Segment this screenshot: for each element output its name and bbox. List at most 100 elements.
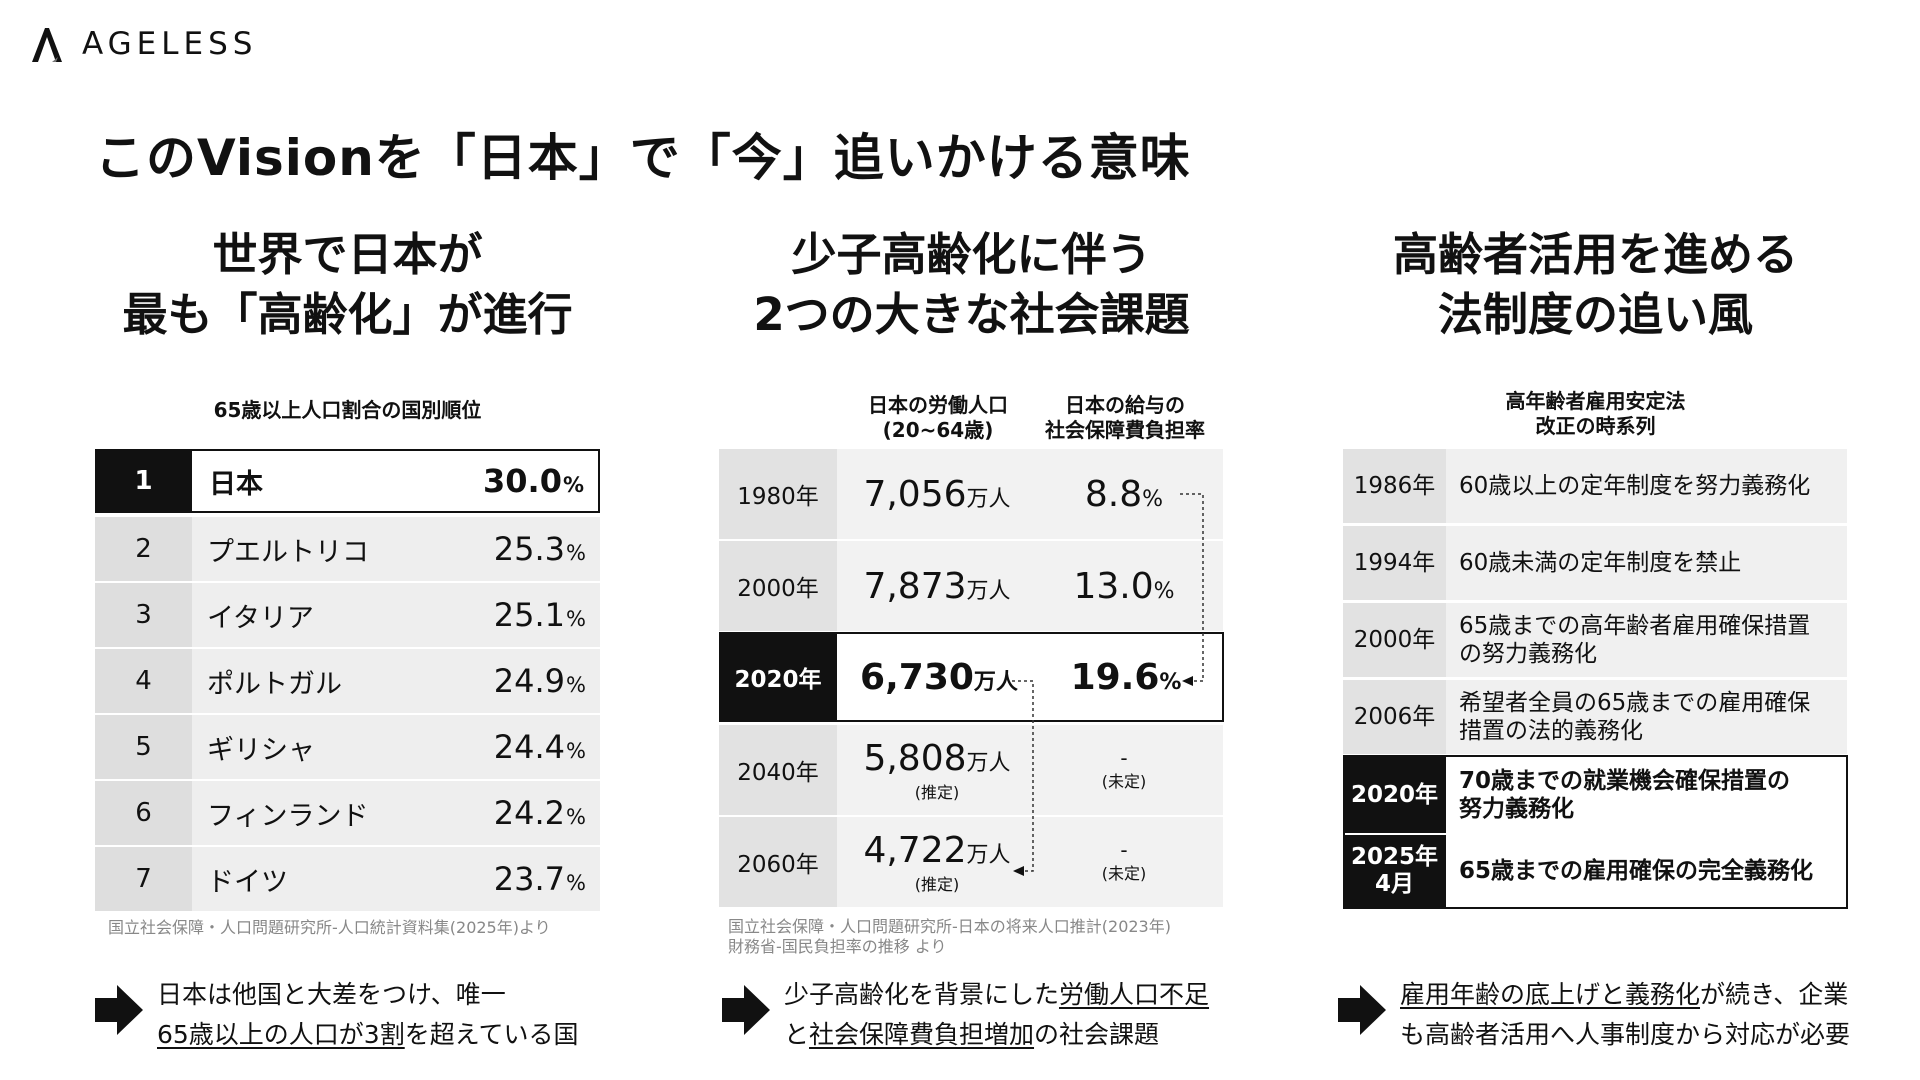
rank-number: 6: [95, 781, 192, 845]
burden-heading-line1: 日本の給与の: [1065, 393, 1185, 417]
column-title-1: 世界で日本が 最も「高齢化」が進行: [95, 225, 600, 345]
rank-number: 4: [95, 649, 192, 713]
law-year: 1986年: [1343, 449, 1446, 523]
law-timeline-row: 2020年 70歳までの就業機会確保措置の 努力義務化: [1343, 757, 1847, 833]
population-year: 2000年: [719, 541, 837, 631]
rank-number: 3: [95, 583, 192, 647]
law-timeline-row: 2006年 希望者全員の65歳までの雇用確保 措置の法的義務化: [1343, 680, 1847, 754]
estimate-label: (推定): [914, 782, 960, 802]
column-title-3-line2: 法制度の追い風: [1437, 288, 1753, 341]
brand-name: AGELESS: [82, 26, 258, 62]
column-title-2-line2: 2つの大きな社会課題: [753, 288, 1190, 341]
page-title: このVisionを「日本」で「今」追いかける意味: [95, 129, 1191, 187]
law-timeline-row: 1994年 60歳未満の定年制度を禁止: [1343, 526, 1847, 600]
population-source-line1: 国立社会保障・人口問題研究所-日本の将来人口推計(2023年): [728, 917, 1171, 936]
conclusion-text: 雇用年齢の底上げと義務化が続き、企業 も高齢者活用へ人事制度から対応が必要: [1400, 980, 1851, 1049]
rank-number: 7: [95, 847, 192, 911]
rank-country: フィンランド: [207, 800, 369, 832]
rank-value: 25.3%: [493, 530, 586, 568]
ranking-heading: 65歳以上人口割合の国別順位: [213, 398, 482, 422]
population-year: 2040年: [719, 725, 837, 815]
law-description: 65歳までの高年齢者雇用確保措置 の努力義務化: [1459, 613, 1811, 667]
law-year: 2000年: [1343, 603, 1446, 677]
burden-rate: 19.6%: [1070, 656, 1182, 698]
column-title-3-line1: 高齢者活用を進める: [1392, 228, 1798, 281]
ranking-row: 5 ギリシャ 24.4%: [95, 715, 600, 779]
population-row: 1980年 7,056万人 8.8%: [719, 449, 1223, 539]
ageless-logo-icon: [32, 28, 62, 62]
population-row: 2020年 6,730万人 19.6%: [719, 632, 1224, 722]
law-year: 1994年: [1343, 526, 1446, 600]
rank-country: ドイツ: [207, 866, 288, 898]
population-value: 5,808万人 (推定): [863, 737, 1011, 802]
ranking-row: 3 イタリア 25.1%: [95, 583, 600, 647]
rank-number: 5: [95, 715, 192, 779]
population-value: 7,873万人: [863, 565, 1011, 607]
undetermined-label: (未定): [1101, 864, 1147, 883]
population-value: 7,056万人: [863, 473, 1011, 515]
population-year: 1980年: [719, 449, 837, 539]
rank-country: イタリア: [207, 602, 314, 634]
law-heading-line1: 高年齢者雇用安定法: [1505, 389, 1686, 413]
population-row: 2000年 7,873万人 13.0%: [719, 541, 1223, 631]
population-source-line2: 財務省-国民負担率の推移 より: [728, 937, 947, 956]
population-year: 2060年: [719, 817, 837, 907]
conclusion-2: 少子高齢化を背景にした労働人口不足 と社会保障費負担増加の社会課題: [722, 975, 1209, 1055]
population-heading-line1: 日本の労働人口: [868, 393, 1008, 417]
estimate-label: (推定): [914, 874, 960, 894]
population-year: 2020年: [719, 632, 837, 722]
law-description: 65歳までの雇用確保の完全義務化: [1459, 858, 1814, 884]
brand-logo[interactable]: AGELESS: [30, 24, 257, 64]
conclusion-3: 雇用年齢の底上げと義務化が続き、企業 も高齢者活用へ人事制度から対応が必要: [1338, 975, 1850, 1055]
law-timeline-row: 1986年 60歳以上の定年制度を努力義務化: [1343, 449, 1847, 523]
rank-country: プエルトリコ: [207, 536, 369, 568]
column-title-1-line1: 世界で日本が: [212, 228, 483, 281]
rank-value: 24.4%: [493, 728, 586, 766]
law-year: 2025年 4月: [1343, 835, 1446, 907]
burden-rate: 13.0%: [1073, 565, 1175, 607]
law-heading-line2: 改正の時系列: [1535, 414, 1656, 438]
rank-country: ポルトガル: [207, 668, 342, 700]
burden-rate: 8.8%: [1084, 473, 1164, 515]
conclusion-text: 少子高齢化を背景にした労働人口不足 と社会保障費負担増加の社会課題: [784, 980, 1210, 1049]
right-arrow-icon: [1338, 985, 1386, 1035]
column-title-3: 高齢者活用を進める 法制度の追い風: [1343, 225, 1848, 345]
right-arrow-icon: [722, 985, 770, 1035]
rank-value: 24.9%: [493, 662, 586, 700]
law-description: 70歳までの就業機会確保措置の 努力義務化: [1459, 768, 1791, 822]
ranking-source: 国立社会保障・人口問題研究所-人口統計資料集(2025年)より: [108, 918, 551, 937]
ranking-row: 1 日本 30.0%: [95, 449, 600, 513]
rank-value: 30.0%: [483, 462, 584, 500]
population-value: 6,730万人: [860, 656, 1018, 698]
column-title-2-line1: 少子高齢化に伴う: [791, 228, 1152, 281]
population-row: 2060年 4,722万人 (推定) - (未定): [719, 817, 1223, 907]
right-arrow-icon: [95, 985, 143, 1035]
population-source: 国立社会保障・人口問題研究所-日本の将来人口推計(2023年) 財務省-国民負担…: [728, 917, 1171, 957]
burden-heading-line2: 社会保障費負担率: [1045, 418, 1205, 442]
population-value: 4,722万人 (推定): [863, 829, 1011, 894]
population-row: 2040年 5,808万人 (推定) - (未定): [719, 725, 1223, 815]
rank-value: 23.7%: [493, 860, 586, 898]
law-timeline-row: 2025年 4月 65歳までの雇用確保の完全義務化: [1343, 835, 1847, 907]
rank-value: 25.1%: [493, 596, 586, 634]
ranking-row: 4 ポルトガル 24.9%: [95, 649, 600, 713]
rank-country: 日本: [209, 468, 263, 500]
law-description: 60歳以上の定年制度を努力義務化: [1459, 473, 1811, 499]
burden-trend-arrow: [1180, 493, 1204, 682]
burden-heading: 日本の給与の 社会保障費負担率: [1025, 393, 1225, 443]
ranking-row: 6 フィンランド 24.2%: [95, 781, 600, 845]
conclusion-1: 日本は他国と大差をつけ、唯一 65歳以上の人口が3割を超えている国: [95, 975, 578, 1055]
population-heading-line2: (20~64歳): [882, 418, 994, 442]
population-trend-arrow: [1012, 680, 1034, 872]
column-title-1-line2: 最も「高齢化」が進行: [122, 288, 573, 341]
ranking-row: 7 ドイツ 23.7%: [95, 847, 600, 911]
population-heading: 日本の労働人口 (20~64歳): [838, 393, 1038, 443]
law-timeline-row: 2000年 65歳までの高年齢者雇用確保措置 の努力義務化: [1343, 603, 1847, 677]
law-year: 2020年: [1343, 757, 1446, 833]
conclusion-text: 日本は他国と大差をつけ、唯一 65歳以上の人口が3割を超えている国: [157, 980, 579, 1049]
rank-value: 24.2%: [493, 794, 586, 832]
burden-rate: - (未定): [1101, 746, 1147, 791]
burden-rate: - (未定): [1101, 838, 1147, 883]
rank-number: 2: [95, 517, 192, 581]
